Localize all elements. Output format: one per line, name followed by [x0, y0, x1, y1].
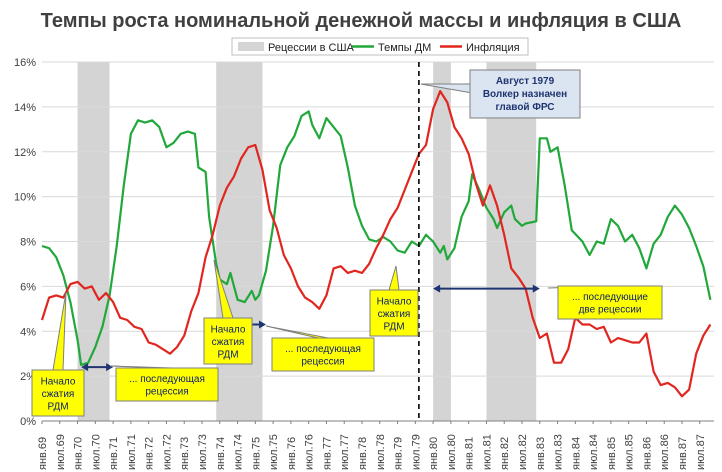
x-tick-label: янв.82 [499, 437, 511, 470]
x-tick-label: июл.82 [517, 434, 529, 470]
period-arrow-head-right-0 [106, 363, 114, 372]
x-tick-label: янв.69 [37, 437, 49, 470]
note-box-4 [369, 289, 419, 337]
x-tick-label: янв.84 [570, 437, 582, 470]
x-tick-label: янв.76 [286, 437, 298, 470]
note-text: рецессия [301, 357, 344, 368]
x-tick-label: июл.81 [481, 434, 493, 470]
volcker-callout-text: главой ФРС [495, 102, 554, 113]
note-text: сжатия [42, 389, 75, 400]
x-tick-label: янв.79 [393, 437, 405, 470]
x-tick-label: июл.73 [197, 434, 209, 470]
note-box-3 [271, 337, 375, 372]
x-tick-label: янв.87 [677, 437, 689, 470]
legend-money-label: Темпы ДМ [378, 42, 431, 54]
chart-title: Темпы роста номинальной денежной массы и… [41, 10, 682, 32]
x-tick-label: янв.83 [535, 437, 547, 470]
x-tick-label: июл.70 [90, 434, 102, 470]
x-tick-label: янв.86 [641, 437, 653, 470]
x-tick-label: июл.75 [268, 434, 280, 470]
y-tick-label: 0% [20, 416, 36, 428]
volcker-callout-text: Волкер назначен [483, 89, 567, 100]
y-tick-label: 16% [14, 57, 36, 69]
note-text: две рецессии [579, 305, 642, 316]
period-arrow-head-right-2 [532, 284, 540, 293]
note-text: рецессия [145, 387, 188, 398]
x-tick-label: июл.85 [624, 434, 636, 470]
volcker-callout-box [469, 69, 581, 119]
x-tick-label: янв.75 [250, 437, 262, 470]
note-text: сжатия [212, 337, 245, 348]
note-box-2 [203, 317, 253, 365]
note-text: РДМ [217, 349, 238, 360]
note-text: Начало [211, 324, 246, 335]
x-tick-label: июл.74 [233, 434, 245, 470]
legend-inflation-label: Инфляция [466, 42, 520, 54]
x-tick-label: янв.71 [108, 437, 120, 470]
y-tick-label: 4% [20, 326, 36, 338]
x-tick-label: янв.81 [464, 437, 476, 470]
y-tick-label: 14% [14, 102, 36, 114]
x-tick-label: июл.72 [161, 434, 173, 470]
note-text: ... последующая [129, 374, 205, 385]
x-tick-label: июл.76 [304, 434, 316, 470]
x-tick-label: июл.78 [375, 434, 387, 470]
axes: 0%2%4%6%8%10%12%14%16%янв.69 июл.69 янв.70… [14, 57, 714, 470]
legend-box [231, 37, 529, 56]
x-tick-label: янв.85 [606, 437, 618, 470]
series-inflation-line [40, 90, 712, 398]
note-text: ... последующая [285, 344, 361, 355]
note-text: Начало [41, 376, 76, 387]
note-text: РДМ [47, 401, 68, 412]
y-tick-label: 10% [14, 192, 36, 204]
legend-recession-label: Рецессии в США [268, 42, 355, 54]
x-tick-label: янв.73 [179, 437, 191, 470]
x-tick-label: янв.70 [73, 437, 85, 470]
x-tick-label: июл.79 [410, 434, 422, 470]
note-text: сжатия [378, 309, 411, 320]
x-tick-label: янв.78 [357, 437, 369, 470]
period-arrow-head-left-2 [433, 284, 441, 293]
x-tick-label: янв.74 [215, 437, 227, 470]
legend-recession-swatch [238, 42, 264, 51]
x-tick-label: июл.69 [55, 434, 67, 470]
x-tick-label: июл.83 [553, 434, 565, 470]
x-tick-label: июл.77 [339, 434, 351, 470]
x-tick-label: янв.80 [428, 437, 440, 470]
period-arrow-head-left-0 [81, 363, 89, 372]
x-tick-label: июл.84 [588, 434, 600, 470]
period-arrow-head-right-1 [259, 320, 266, 329]
x-tick-label: июл.71 [126, 434, 138, 470]
y-tick-label: 12% [14, 147, 36, 159]
note-text: РДМ [383, 321, 404, 332]
x-tick-label: июл.86 [659, 434, 671, 470]
note-text: ... последующие [572, 292, 648, 303]
note-box-5 [557, 285, 663, 320]
annotations: Август 1979 Волкер назначен главой ФРС Нача… [31, 62, 663, 421]
series [40, 90, 712, 398]
note-text: Начало [377, 296, 412, 307]
series-money-supply-line [41, 110, 712, 366]
note-box-0 [31, 369, 85, 417]
note-box-1 [115, 367, 219, 402]
x-tick-label: июл.87 [695, 434, 707, 470]
x-tick-label: янв.72 [144, 437, 156, 470]
legend: Рецессии в США Темпы ДМ Инфляция [231, 37, 529, 56]
x-tick-label: янв.77 [321, 437, 333, 470]
x-tick-label: июл.80 [446, 434, 458, 470]
y-tick-label: 6% [20, 281, 36, 293]
volcker-callout-text: Август 1979 [496, 76, 555, 87]
y-tick-label: 8% [20, 237, 36, 249]
